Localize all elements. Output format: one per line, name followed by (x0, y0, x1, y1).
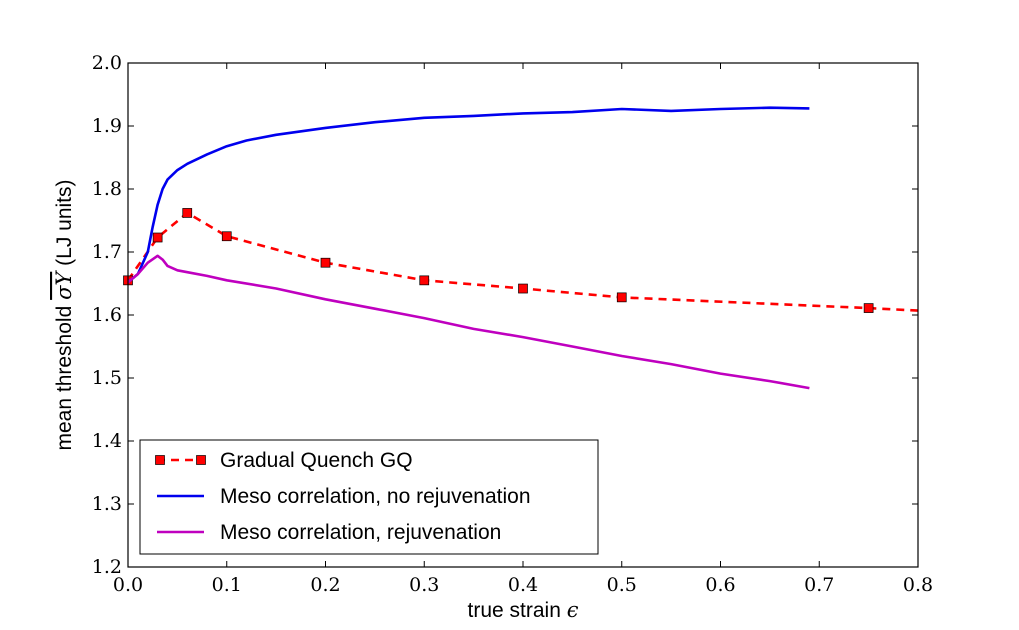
series-marker-0 (863, 303, 874, 313)
series-layer (123, 106, 918, 390)
y-tick-label: 1.8 (92, 178, 122, 200)
series-marker-0 (152, 232, 163, 243)
series-marker-0 (616, 292, 627, 303)
legend-box (139, 439, 599, 555)
y-tick-label: 1.5 (92, 367, 122, 389)
series-marker-0 (221, 231, 232, 242)
x-tick-label: 0.3 (409, 574, 439, 596)
x-tick-label: 0.4 (508, 574, 538, 596)
x-tick-label: 0.1 (212, 574, 242, 596)
series-marker-0 (182, 208, 193, 218)
x-tick-label: 0.0 (113, 574, 143, 596)
y-tick-label: 1.7 (92, 241, 122, 263)
y-tick-label: 1.6 (92, 304, 122, 326)
y-axis-symbol: σY (52, 270, 76, 300)
series-line-1 (128, 106, 810, 284)
ticks-layer: 0.0 0.1 0.2 0.3 0.4 0.5 0.6 0.7 0.8 1.2 1.3 1.4 1.5 1… (92, 52, 933, 596)
series-marker-0 (320, 257, 331, 268)
legend-marker (155, 455, 165, 465)
legend-label-0: Gradual Quench GQ (220, 449, 413, 472)
y-tick-label: 1.4 (92, 430, 122, 452)
y-tick-label: 1.2 (92, 556, 122, 578)
x-tick-label: 0.7 (804, 574, 834, 596)
legend-marker (196, 455, 206, 465)
legend-label-1: Meso correlation, no rejuvenation (220, 485, 531, 508)
y-tick-label: 1.9 (92, 115, 122, 137)
legend-label-2: Meso correlation, rejuvenation (220, 521, 501, 544)
series-line-0 (128, 211, 918, 312)
series-marker-0 (419, 275, 430, 286)
x-tick-label: 0.8 (903, 574, 933, 596)
y-axis-label: mean threshold σY (LJ units) (52, 179, 76, 450)
legend: Gradual Quench GQ Meso correlation, no re… (139, 439, 599, 555)
x-tick-label: 0.6 (705, 574, 735, 596)
series-line-2 (128, 254, 810, 390)
y-tick-label: 2.0 (92, 52, 122, 74)
x-tick-label: 0.2 (310, 574, 340, 596)
y-tick-label: 1.3 (92, 493, 122, 515)
x-tick-label: 0.5 (607, 574, 637, 596)
x-axis-label: true strain ϵ (468, 598, 579, 622)
series-marker-0 (518, 283, 528, 294)
